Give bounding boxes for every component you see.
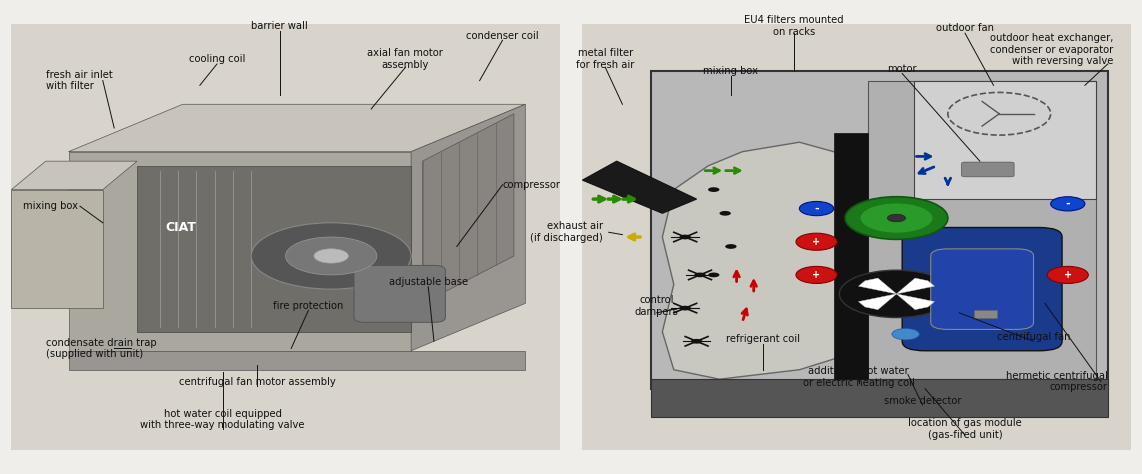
Polygon shape (582, 24, 1131, 450)
Circle shape (839, 270, 954, 318)
Text: condensate drain trap
(supplied with unit): condensate drain trap (supplied with uni… (46, 337, 156, 359)
Circle shape (1047, 266, 1088, 283)
Text: metal filter
for fresh air: metal filter for fresh air (576, 48, 635, 70)
Circle shape (286, 237, 377, 275)
Circle shape (679, 235, 691, 239)
Polygon shape (137, 166, 411, 332)
Text: compressor: compressor (502, 180, 561, 190)
Polygon shape (11, 190, 103, 308)
Text: control
dampers: control dampers (635, 295, 678, 317)
Text: location of gas module
(gas-fired unit): location of gas module (gas-fired unit) (908, 418, 1022, 440)
FancyBboxPatch shape (354, 265, 445, 322)
Text: cooling coil: cooling coil (188, 54, 246, 64)
Polygon shape (974, 310, 997, 318)
Text: mixing box: mixing box (23, 201, 78, 211)
Text: hermetic centrifugal
compressor: hermetic centrifugal compressor (1006, 371, 1108, 392)
Text: axial fan motor
assembly: axial fan motor assembly (368, 48, 443, 70)
Polygon shape (69, 104, 525, 152)
Circle shape (719, 211, 731, 216)
Polygon shape (868, 81, 1096, 379)
Polygon shape (11, 161, 137, 190)
Polygon shape (69, 351, 525, 370)
Circle shape (725, 244, 737, 249)
Text: -: - (1065, 199, 1070, 209)
Polygon shape (914, 81, 1096, 199)
Circle shape (1051, 197, 1085, 211)
Text: motor: motor (887, 64, 917, 74)
Circle shape (679, 306, 691, 310)
Text: fresh air inlet
with filter: fresh air inlet with filter (46, 70, 112, 91)
Polygon shape (69, 152, 411, 351)
Circle shape (799, 201, 834, 216)
Circle shape (892, 328, 919, 340)
Text: exhaust air
(if discharged): exhaust air (if discharged) (530, 221, 603, 243)
Circle shape (796, 266, 837, 283)
Text: +: + (812, 237, 821, 247)
Text: outdoor fan: outdoor fan (936, 23, 994, 34)
Text: additional hot water
or electric heating coil: additional hot water or electric heating… (803, 366, 915, 388)
Polygon shape (662, 142, 868, 379)
Text: +: + (812, 270, 821, 280)
Polygon shape (896, 278, 934, 294)
Text: refrigerant coil: refrigerant coil (726, 334, 799, 344)
Polygon shape (651, 71, 1108, 389)
Circle shape (887, 214, 906, 222)
Text: fire protection: fire protection (273, 301, 344, 311)
Circle shape (708, 187, 719, 192)
FancyBboxPatch shape (962, 162, 1014, 177)
Text: -: - (814, 203, 819, 214)
Text: CIAT: CIAT (166, 221, 196, 234)
Text: outdoor heat exchanger,
condenser or evaporator
with reversing valve: outdoor heat exchanger, condenser or eva… (990, 33, 1113, 66)
FancyBboxPatch shape (931, 249, 1034, 329)
Text: smoke detector: smoke detector (884, 395, 962, 406)
Polygon shape (651, 379, 1108, 417)
FancyBboxPatch shape (902, 228, 1062, 351)
Polygon shape (582, 161, 697, 213)
Text: EU4 filters mounted
on racks: EU4 filters mounted on racks (743, 15, 844, 37)
Circle shape (694, 273, 706, 277)
Circle shape (796, 233, 837, 250)
Text: +: + (1063, 270, 1072, 280)
Circle shape (860, 203, 933, 233)
Circle shape (314, 249, 348, 263)
Text: adjustable base: adjustable base (388, 277, 468, 287)
Text: centrifugal fan: centrifugal fan (997, 331, 1070, 342)
Polygon shape (834, 133, 868, 379)
Text: barrier wall: barrier wall (251, 21, 308, 31)
Polygon shape (859, 294, 896, 310)
Text: mixing box: mixing box (703, 66, 758, 76)
Polygon shape (411, 104, 525, 351)
Text: condenser coil: condenser coil (466, 30, 539, 41)
Polygon shape (11, 24, 560, 450)
Circle shape (251, 223, 411, 289)
Circle shape (708, 273, 719, 277)
Polygon shape (423, 114, 514, 303)
Polygon shape (859, 278, 896, 294)
Polygon shape (896, 294, 934, 310)
Text: centrifugal fan motor assembly: centrifugal fan motor assembly (178, 376, 336, 387)
Text: hot water coil equipped
with three-way modulating valve: hot water coil equipped with three-way m… (140, 409, 305, 430)
Circle shape (691, 339, 702, 344)
Circle shape (845, 197, 948, 239)
